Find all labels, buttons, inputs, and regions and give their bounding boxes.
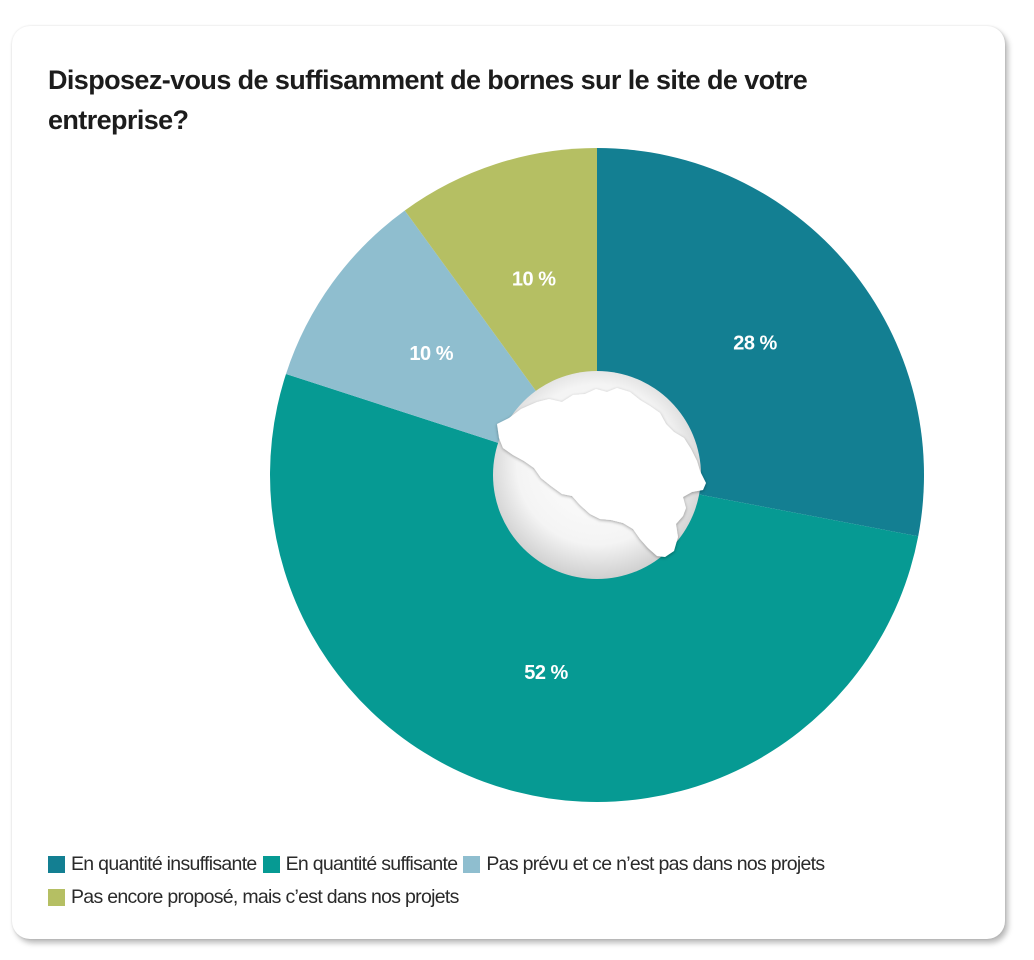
legend-item-pas-prevu: Pas prévu et ce n’est pas dans nos proje… xyxy=(463,853,825,876)
legend-swatch-suffisante xyxy=(262,856,280,873)
legend-label-insuffisante: En quantité insuffisante xyxy=(71,853,257,875)
label-insuffisante: 28 % xyxy=(733,333,777,355)
chart-title: Disposez-vous de suffisamment de bornes … xyxy=(48,65,808,135)
legend-swatch-pas-encore xyxy=(48,889,65,906)
legend-item-pas-encore: Pas encore proposé, mais c’est dans nos … xyxy=(48,886,459,909)
label-pas-prevu: 10 % xyxy=(409,343,453,365)
legend-swatch-pas-prevu xyxy=(463,856,481,873)
legend-item-insuffisante: En quantité insuffisante xyxy=(48,853,257,876)
legend-swatch-insuffisante xyxy=(48,856,65,873)
slice-suffisante xyxy=(270,373,919,802)
belgium-map-icon xyxy=(497,388,706,557)
legend-label-pas-encore: Pas encore proposé, mais c’est dans nos … xyxy=(71,886,459,908)
legend: En quantité insuffisante En quantité suf… xyxy=(48,848,988,914)
legend-item-suffisante: En quantité suffisante xyxy=(262,853,458,876)
legend-label-suffisante: En quantité suffisante xyxy=(285,853,458,875)
legend-row: Pas encore proposé, mais c’est dans nos … xyxy=(48,881,988,914)
legend-label-pas-prevu: Pas prévu et ce n’est pas dans nos proje… xyxy=(486,853,825,875)
label-suffisante: 52 % xyxy=(524,662,568,684)
legend-row: En quantité insuffisante En quantité suf… xyxy=(48,848,988,881)
label-pas-encore: 10 % xyxy=(512,268,556,290)
